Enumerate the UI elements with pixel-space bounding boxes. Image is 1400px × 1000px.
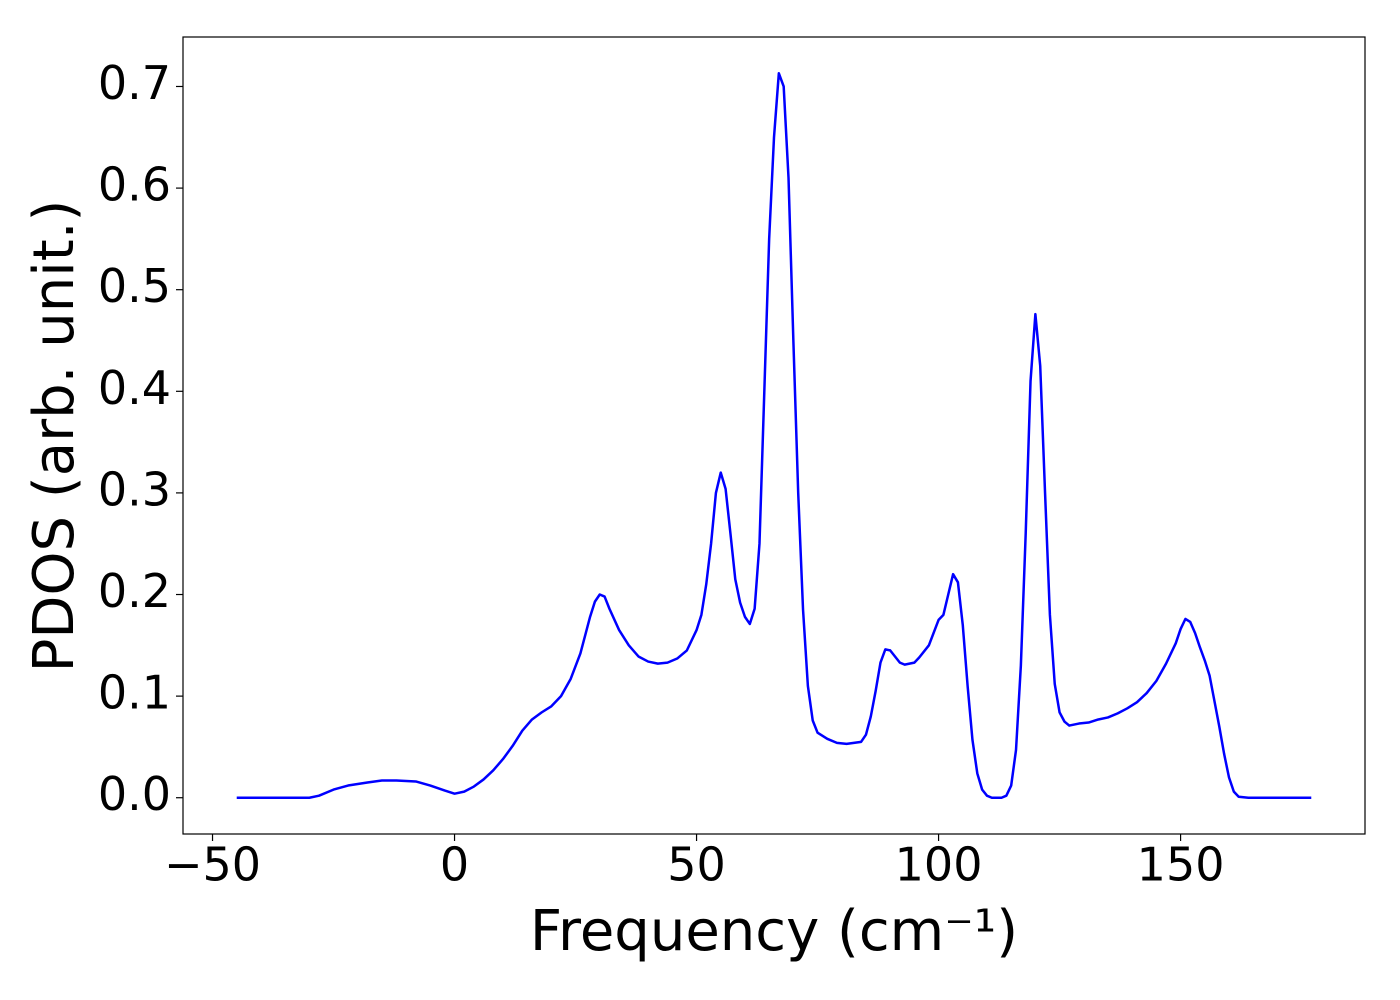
y-tick-label: 0.5 [98,259,171,313]
y-tick-label: 0.3 [98,462,171,516]
x-tick-label: −50 [164,838,261,892]
y-tick-label: 0.1 [98,666,171,720]
y-tick-label: 0.6 [98,158,171,212]
y-tick-label: 0.0 [98,767,171,821]
x-tick-label: 50 [667,838,726,892]
y-tick-label: 0.4 [98,361,171,415]
y-tick-label: 0.2 [98,564,171,618]
x-tick-label: 100 [895,838,983,892]
plot-frame [182,36,1366,835]
x-tick-label: 0 [440,838,469,892]
x-axis-label: Frequency (cm⁻¹) [530,899,1018,964]
y-axis-label: PDOS (arb. unit.) [22,200,87,673]
y-tick-label: 0.7 [98,56,171,110]
x-tick-label: 150 [1137,838,1225,892]
data-line [236,72,1312,799]
